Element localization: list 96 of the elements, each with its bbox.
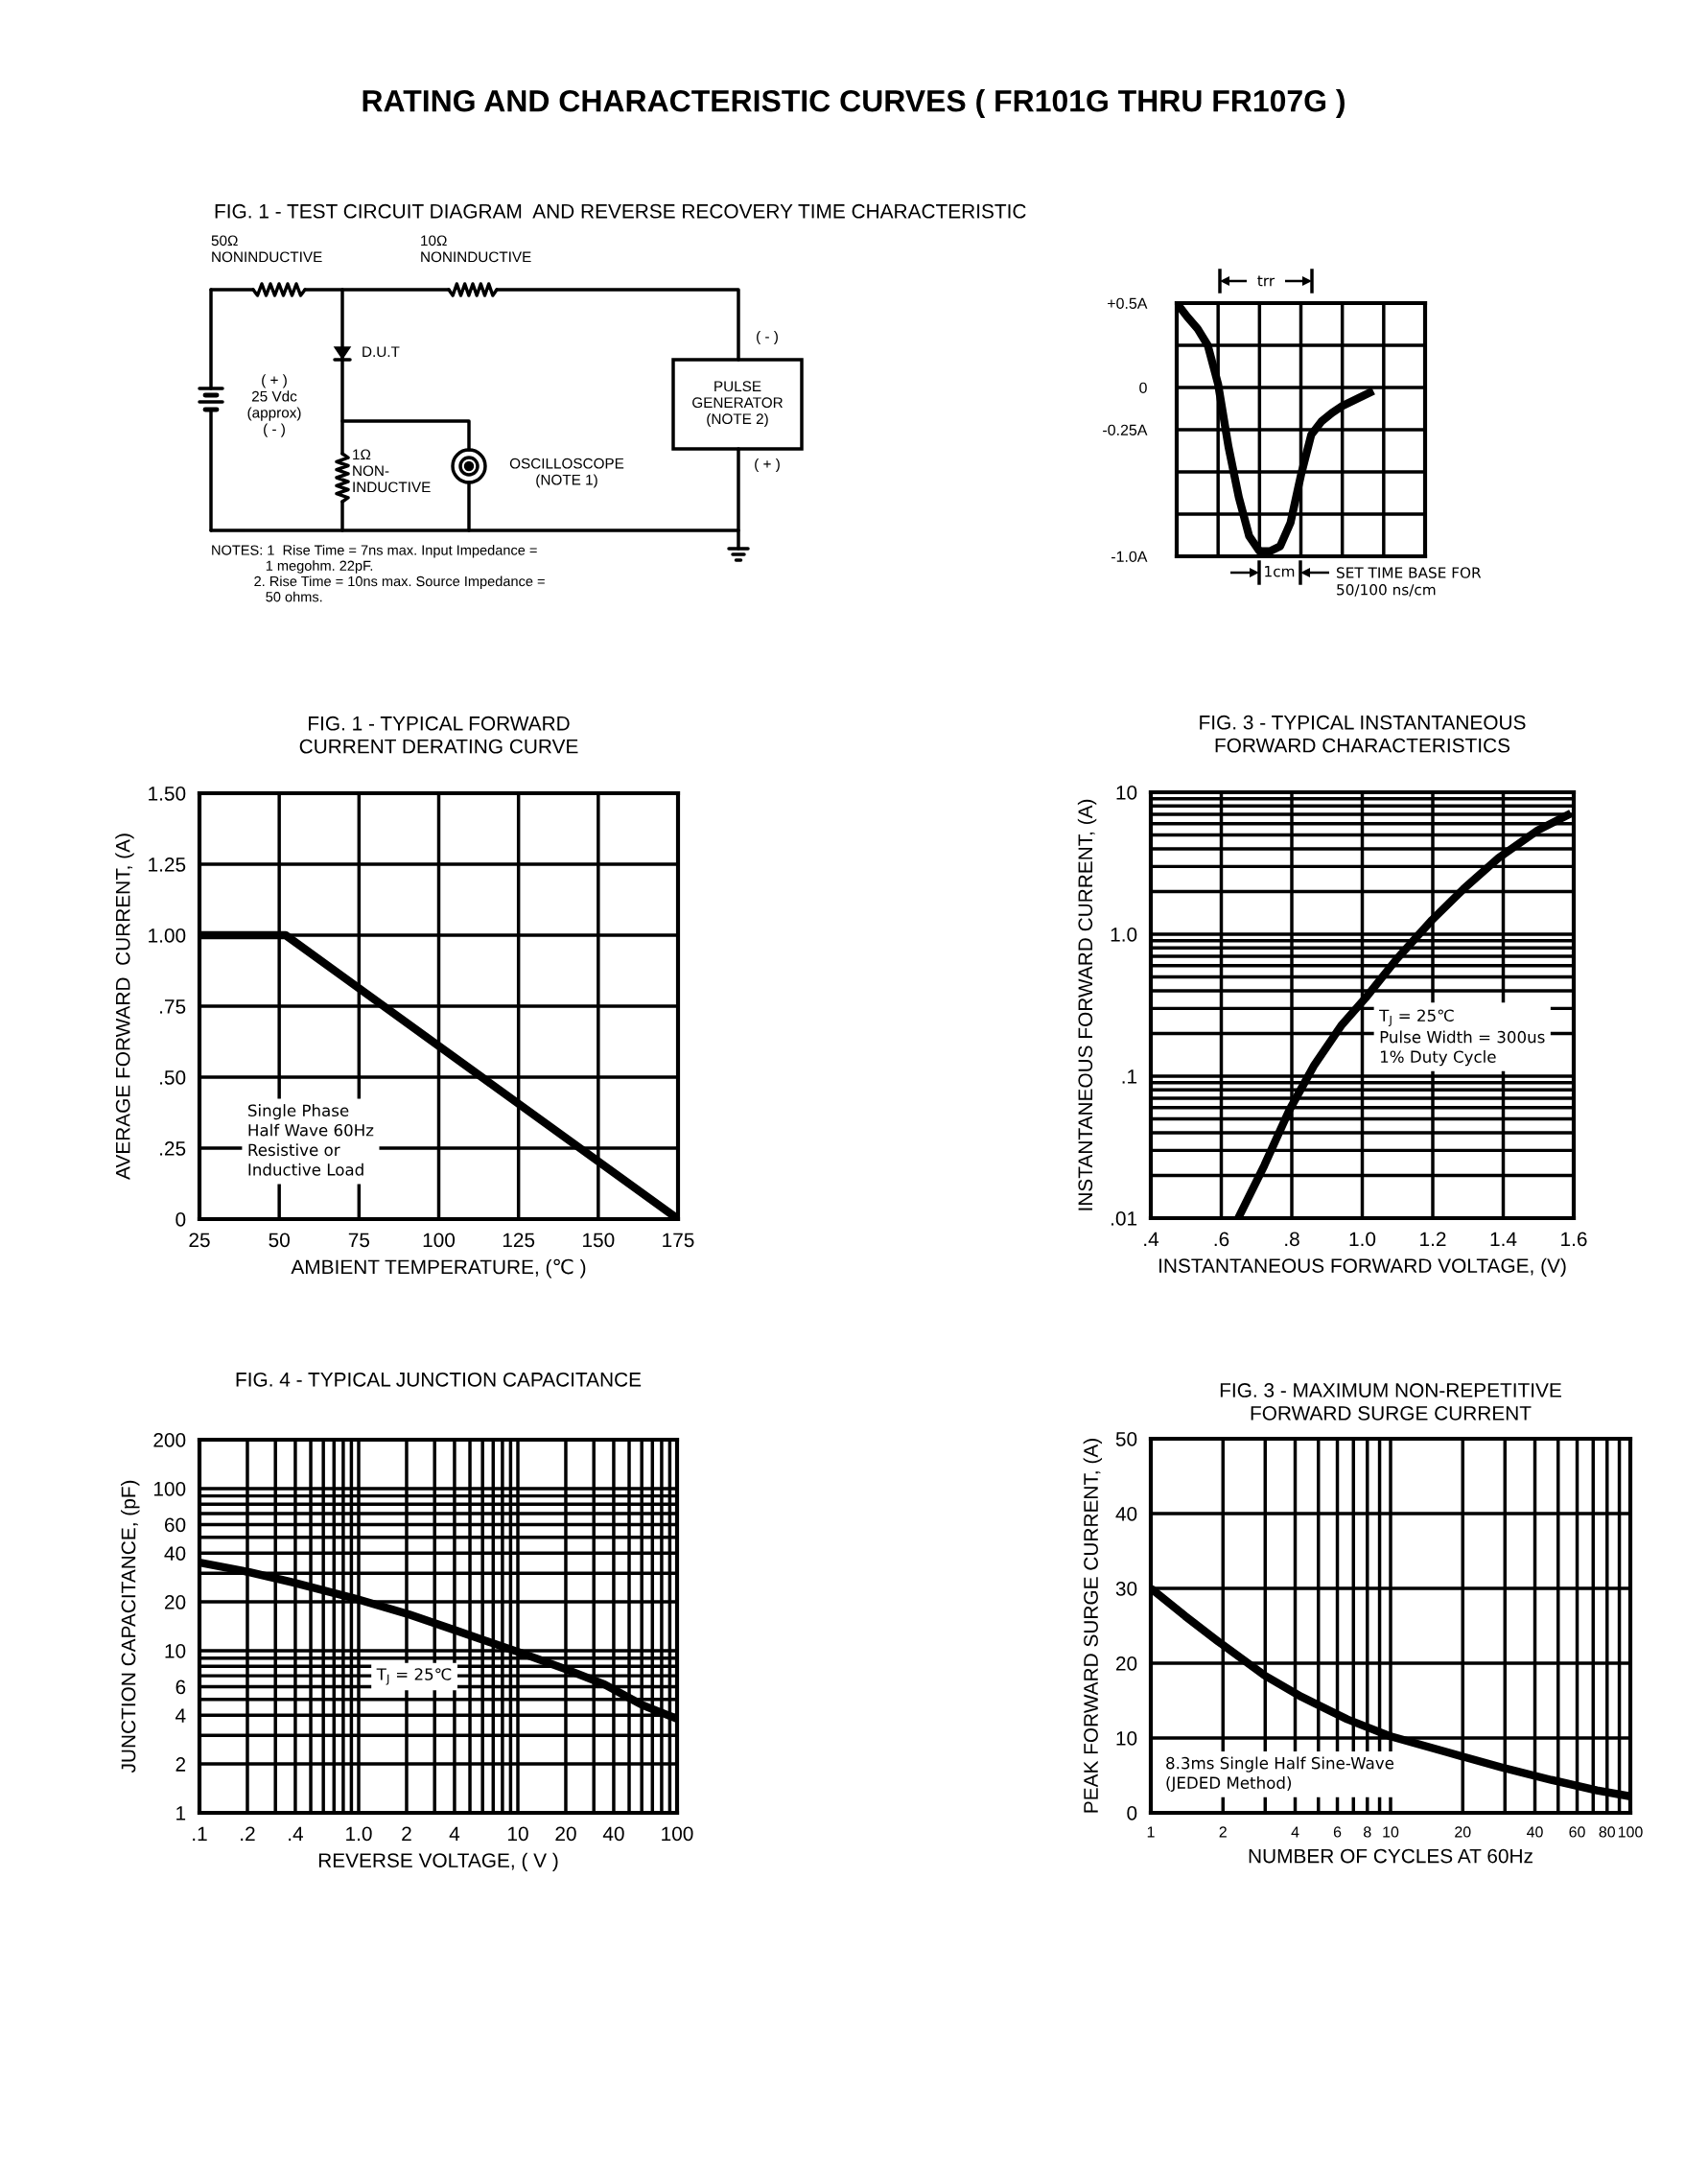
x-tick-label: 20: [555, 1826, 576, 1842]
y-tick-label: 10: [1116, 786, 1137, 800]
y-axis-title: INSTANTANEOUS FORWARD CURRENT, (A): [1077, 799, 1097, 1210]
x-tick-label: 125: [503, 1233, 535, 1248]
x-axis-title: NUMBER OF CYCLES AT 60Hz: [1249, 1848, 1533, 1864]
x-tick-label: 6: [1333, 1826, 1342, 1838]
y-tick-label: 10: [1116, 1731, 1137, 1746]
x-tick-label: 2: [1219, 1826, 1227, 1838]
y-tick-label: 1.0: [1111, 928, 1137, 942]
chart-title: FIG. 4 - TYPICAL JUNCTION CAPACITANCE: [236, 1372, 642, 1387]
x-tick-label: 1.0: [346, 1826, 372, 1842]
y-tick-label: 1.50: [149, 787, 186, 801]
x-tick-label: 1.0: [1349, 1232, 1376, 1247]
x-tick-label: 8: [1364, 1826, 1371, 1838]
y-tick-label: 0: [1139, 382, 1147, 393]
x-tick-label: 175: [663, 1233, 694, 1248]
text: 10Ω NONINDUCTIVE: [421, 235, 531, 263]
x-tick-label: .4: [289, 1826, 304, 1841]
text: RATING AND CHARACTERISTIC CURVES ( FR101G THRU FR107G ): [363, 89, 1345, 118]
text: 50Ω NONINDUCTIVE: [211, 235, 322, 263]
y-tick-label: 20: [164, 1595, 186, 1609]
text: ( + ): [755, 458, 780, 473]
chart-title: FIG. 1 - TYPICAL FORWARD CURRENT DERATING CURVE: [299, 716, 578, 754]
y-tick-label: 30: [1115, 1582, 1137, 1596]
y-tick-label: 60: [165, 1517, 186, 1533]
y-tick-label: 20: [1115, 1656, 1137, 1671]
y-tick-label: 40: [1115, 1507, 1137, 1521]
x-tick-label: 10: [508, 1826, 528, 1842]
x-tick-label: 4: [449, 1826, 460, 1841]
x-tick-label: 100: [1618, 1826, 1643, 1838]
x-tick-label: .8: [1285, 1232, 1299, 1247]
text: trr: [1257, 275, 1275, 287]
y-tick-label: .1: [1122, 1069, 1137, 1084]
x-tick-label: 1.6: [1561, 1232, 1587, 1247]
x-axis-title: INSTANTANEOUS FORWARD VOLTAGE, (V): [1159, 1257, 1566, 1278]
text: FIG. 1 - TEST CIRCUIT DIAGRAM AND REVERSE RECOVERY TIME CHARACTERISTIC: [215, 203, 1026, 219]
x-tick-label: 100: [423, 1233, 456, 1248]
x-tick-label: 50: [269, 1233, 290, 1248]
x-tick-label: 2: [402, 1826, 411, 1841]
text: PULSE GENERATOR (NOTE 2): [692, 381, 783, 428]
text: NOTES: 1 Rise Time = 7ns max. Input Impedance = 1 megohm. 22pF. 2. Rise Time = 10ns max. Source Impedance = 50 ohms.: [212, 545, 545, 602]
x-tick-label: 10: [1383, 1826, 1399, 1838]
x-tick-label: 150: [583, 1233, 615, 1248]
y-tick-label: 1.00: [149, 928, 186, 943]
x-axis-title: AMBIENT TEMPERATURE, (℃ ): [291, 1258, 586, 1279]
annotation: 8.3ms Single Half Sine-Wave (JEDED Method): [1166, 1756, 1394, 1793]
x-tick-label: .2: [241, 1826, 255, 1841]
chart-title: FIG. 3 - MAXIMUM NON-REPETITIVE FORWARD SURGE CURRENT: [1220, 1383, 1561, 1421]
chart-title: FIG. 3 - TYPICAL INSTANTANEOUS FORWARD CHARACTERISTICS: [1200, 715, 1526, 753]
text: ( + ) 25 Vdc (approx) ( - ): [247, 374, 301, 437]
x-tick-label: 40: [602, 1826, 624, 1842]
x-tick-label: 100: [662, 1826, 693, 1842]
y-tick-label: 6: [175, 1679, 186, 1695]
x-tick-label: 60: [1569, 1826, 1585, 1838]
text: ( - ): [757, 330, 778, 345]
y-tick-label: .01: [1111, 1211, 1137, 1226]
y-tick-label: 0: [175, 1212, 186, 1227]
y-tick-label: -0.25A: [1103, 424, 1148, 435]
y-tick-label: 10: [165, 1643, 186, 1658]
x-tick-label: .6: [1214, 1232, 1229, 1247]
x-tick-label: 1.4: [1490, 1232, 1517, 1246]
y-axis-title: PEAK FORWARD SURGE CURRENT, (A): [1083, 1439, 1103, 1813]
y-tick-label: .75: [160, 999, 186, 1014]
annotation: T$_{J}$ = 25℃ Pulse Width = 300us 1% Duty Cycle: [1379, 1009, 1545, 1067]
x-tick-label: 80: [1599, 1826, 1616, 1838]
y-tick-label: 200: [153, 1433, 186, 1447]
y-tick-label: 1: [176, 1806, 186, 1820]
text: 1Ω NON- INDUCTIVE: [353, 449, 431, 493]
text: 1cm: [1265, 566, 1295, 577]
text: OSCILLOSCOPE (NOTE 1): [509, 458, 624, 488]
x-axis-title: REVERSE VOLTAGE, ( V ): [318, 1852, 558, 1872]
x-tick-label: .1: [193, 1826, 207, 1841]
y-tick-label: -1.0A: [1111, 551, 1148, 562]
x-tick-label: 20: [1455, 1826, 1471, 1838]
y-tick-label: 0: [1127, 1806, 1137, 1820]
x-tick-label: .4: [1144, 1232, 1159, 1246]
x-tick-label: 40: [1527, 1826, 1543, 1838]
annotation: Single Phase Half Wave 60Hz Resistive or Inductive Load: [248, 1104, 374, 1176]
x-tick-label: 25: [189, 1233, 210, 1248]
y-tick-label: .25: [160, 1141, 186, 1156]
y-tick-label: +0.5A: [1108, 297, 1148, 309]
y-tick-label: .50: [160, 1070, 186, 1085]
y-tick-label: 40: [164, 1546, 186, 1561]
text: SET TIME BASE FOR 50/100 ns/cm: [1337, 567, 1482, 597]
y-tick-label: 100: [153, 1481, 186, 1496]
y-tick-label: 4: [175, 1708, 186, 1723]
y-tick-label: 2: [175, 1757, 186, 1772]
y-tick-label: 50: [1115, 1432, 1137, 1446]
x-tick-label: 4: [1291, 1826, 1299, 1838]
annotation: T$_{J}$ = 25℃: [376, 1668, 452, 1685]
text: D.U.T: [363, 346, 400, 358]
x-tick-label: 1.2: [1420, 1232, 1446, 1246]
y-tick-label: 1.25: [149, 857, 186, 872]
x-tick-label: 75: [348, 1233, 370, 1248]
y-axis-title: AVERAGE FORWARD CURRENT, (A): [115, 834, 134, 1180]
y-axis-title: JUNCTION CAPACITANCE, (pF): [121, 1480, 140, 1773]
